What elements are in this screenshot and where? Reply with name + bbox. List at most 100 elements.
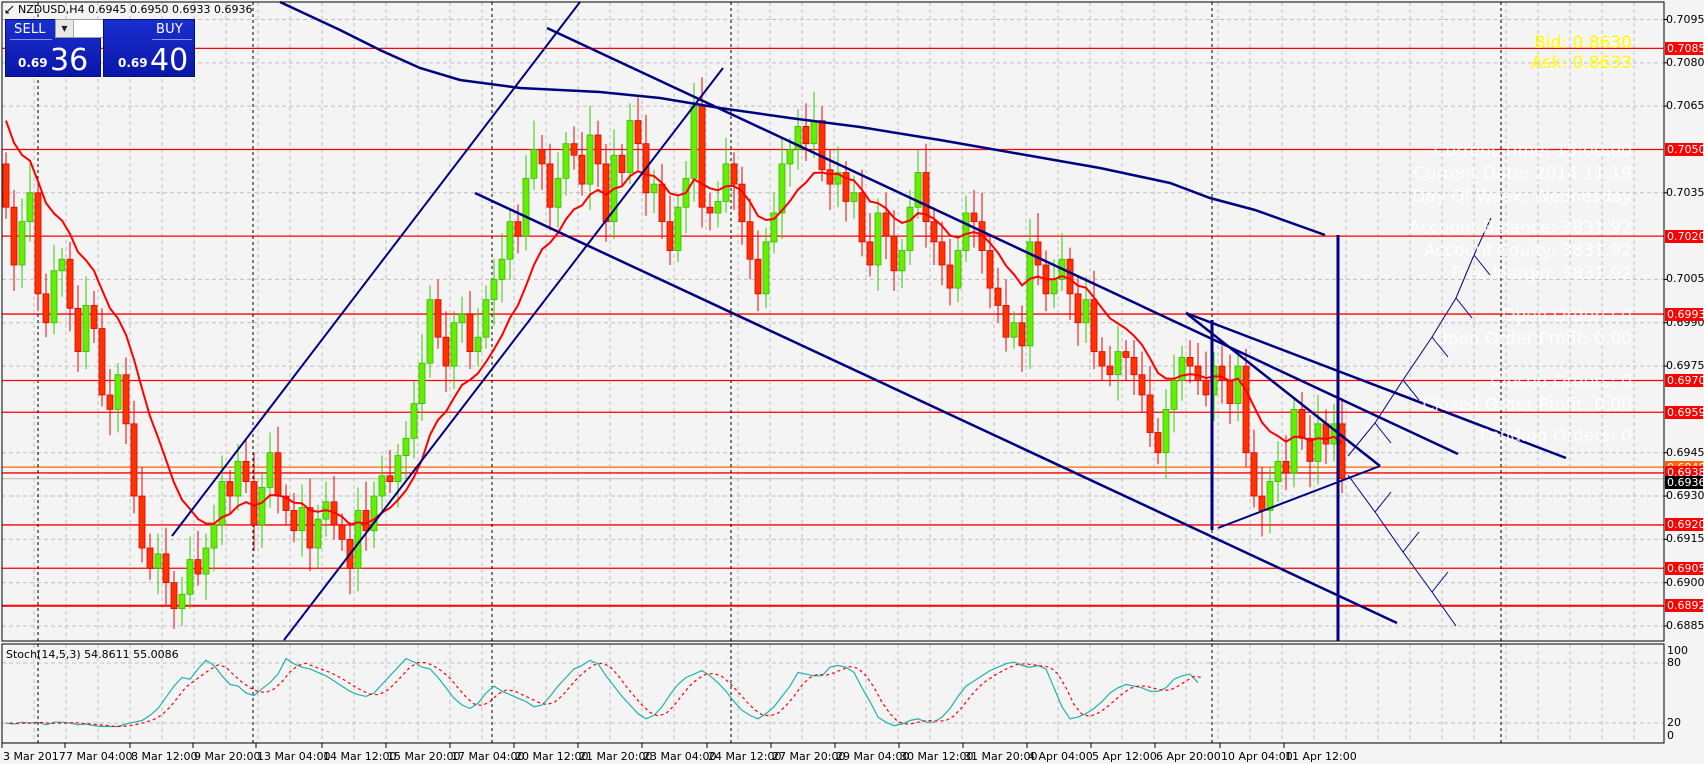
wedge-diagonal[interactable] [1185,312,1381,467]
projection-tick [1431,571,1449,593]
stochastic-title: Stoch(14,5,3) 54.8611 55.0086 [6,648,179,661]
one-click-trading-panel: SELL 0.69 36 ▼ 2.00 ▲ BUY 0.69 40 [5,19,195,78]
price-tick-label: 0.7095 [1666,12,1704,26]
time-tick-label: 14 Mar 12:00 [323,750,397,763]
account-info-line: Open Order Profit: 0.00 [1434,329,1632,349]
time-tick-label: 7 Mar 04:00 [66,750,133,763]
time-tick-label: 6 Apr 20:00 [1156,750,1221,763]
trendlines[interactable] [171,0,1567,641]
account-info-line: Free Margin: 3831.92 [1451,264,1632,284]
account-info-line: Day Of Week: Wednesday [1412,187,1632,207]
time-tick-label: 24 Mar 12:00 [708,750,782,763]
account-info-line: Account Balance: 3831.92 [1408,218,1632,238]
time-tick-label: 3 Mar 2017 [3,750,66,763]
bid-text: Bid: 0.8630 [1534,33,1632,53]
time-tick-label: 13 Mar 04:00 [257,750,331,763]
projection-tick [1402,379,1420,401]
price-tick-label: 0.6915 [1666,532,1704,546]
stoch-signal-line [9,661,1203,728]
level-label: 0.6920 [1665,518,1704,532]
buy-label-underline [152,39,192,40]
main-panel-frame [1,1,1665,642]
buy-label: BUY [156,22,183,37]
symbol-title: NZDUSD,H4 0.6945 0.6950 0.6933 0.6936 [18,3,253,16]
time-tick-label: 9 Mar 20:00 [194,750,261,763]
stoch-main-line [5,657,1199,728]
sell-label-underline [10,39,52,40]
time-tick-label: 21 Mar 20:00 [579,750,653,763]
level-label: 0.6892 [1665,599,1704,613]
candlesticks [2,77,1346,629]
price-tick-label: 0.6975 [1666,359,1704,373]
time-tick-label: 30 Mar 12:00 [900,750,974,763]
level-label: 0.7085 [1665,41,1704,55]
time-tick-label: 23 Mar 04:00 [643,750,717,763]
wedge-lower[interactable] [1217,465,1381,529]
time-tick-label: 8 Mar 12:00 [131,750,198,763]
stoch-axis-80: 80 [1667,656,1681,669]
price-tick-label: 0.7005 [1666,272,1704,286]
ma200[interactable] [279,0,1326,237]
time-tick-label: 27 Mar 20:00 [772,750,846,763]
projection-tick [1455,297,1473,319]
projection-tick [1374,422,1392,444]
sell-price-pips: 36 [50,43,89,78]
projection-tick [1431,336,1449,358]
time-tick-label: 5 Apr 12:00 [1092,750,1157,763]
account-info-line: Open Orders: 0 [1502,306,1632,326]
time-tick-label: 31 Mar 20:00 [964,750,1038,763]
chart-menu-icon[interactable] [5,5,14,14]
ascending-channel-upper[interactable] [171,1,581,537]
buy-price-prefix: 0.69 [118,56,148,70]
sell-price-prefix: 0.69 [18,56,48,70]
time-tick-label: 20 Mar 12:00 [515,750,589,763]
moving-average-line [5,120,1343,526]
buy-price-pips: 40 [150,43,189,78]
price-tick-label: 0.7035 [1666,185,1704,199]
projection-tick [1473,254,1491,276]
stoch-axis-20: 20 [1667,716,1681,729]
grid [2,2,1664,743]
price-tick-label: 0.7065 [1666,99,1704,113]
level-label: 0.7020 [1665,229,1704,243]
buy-button[interactable]: BUY 0.69 40 [103,19,195,78]
horizontal-levels[interactable] [2,47,1664,607]
account-info-line: Current Date: 2014.11.19 [1413,164,1632,184]
account-info-line: Current Time: 15:00:00 [1433,141,1632,161]
axis-ticks [1,19,1668,748]
level-label: 0.6993 [1665,307,1704,321]
time-tick-label: 11 Apr 12:00 [1285,750,1357,763]
descending-channel-upper[interactable] [546,26,1459,456]
ask-text: Ask: 0.8633 [1531,53,1632,73]
account-info-line: Closed Order Profit: 0.00 [1422,395,1632,415]
descending-channel-lower[interactable] [474,191,1398,625]
time-tick-label: 15 Mar 20:00 [387,750,461,763]
sell-label: SELL [14,22,46,37]
level-label: 0.6905 [1665,561,1704,575]
price-tick-label: 0.6900 [1666,575,1704,589]
projection-tick [1374,491,1392,513]
time-tick-label: 29 Mar 04:00 [836,750,910,763]
stoch-axis-100: 100 [1667,644,1688,657]
account-info-line: Closed Orders: 0 [1490,372,1632,392]
stochastic-panel [5,657,1203,728]
time-tick-label: 4 Apr 04:00 [1028,750,1093,763]
time-tick-label: 10 Apr 04:00 [1221,750,1293,763]
price-tick-label: 0.6930 [1666,489,1704,503]
level-label: 0.7050 [1665,142,1704,156]
lot-decrease-button[interactable]: ▼ [56,20,74,37]
price-tick-label: 0.6945 [1666,445,1704,459]
price-tick-label: 0.7080 [1666,55,1704,69]
stoch-axis-0: 0 [1667,729,1674,742]
price-tick-label: 0.6885 [1666,619,1704,632]
projection-tick [1402,531,1420,553]
account-info-line: Pending Orders: 0 [1479,426,1632,446]
level-label: 0.6970 [1665,374,1704,387]
current-price-label: 0.6936 [1665,475,1704,489]
ascending-channel-lower[interactable] [283,67,724,641]
stoch-panel-frame [1,643,1665,744]
wedge-upper[interactable] [1185,311,1567,460]
level-label: 0.6959 [1665,405,1704,419]
